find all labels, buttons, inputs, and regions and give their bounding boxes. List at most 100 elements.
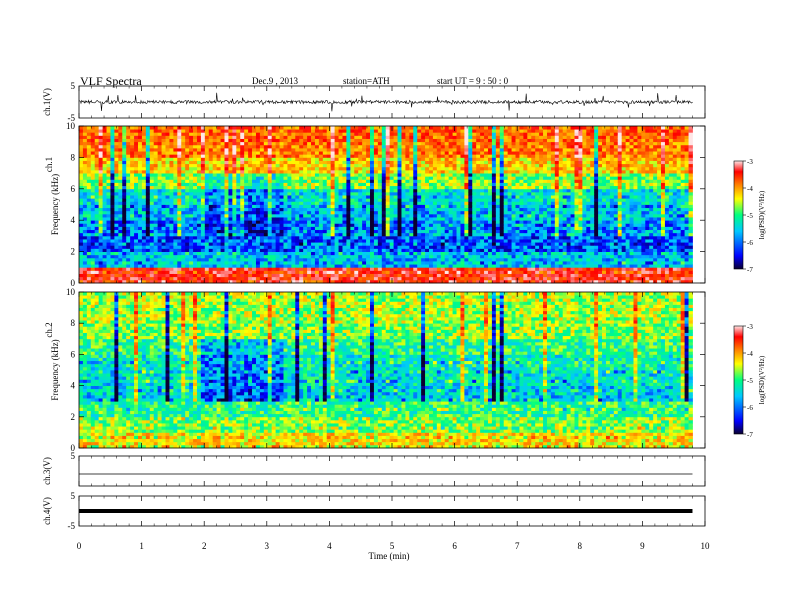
spectrogram-cell	[90, 207, 96, 212]
spectrogram-cell	[271, 160, 277, 165]
spectrogram-cell	[432, 229, 438, 234]
spectrogram-cell	[82, 279, 88, 284]
spectrogram-cell	[460, 229, 465, 234]
spectrogram-cell	[122, 251, 127, 256]
spectrogram-cell	[252, 157, 257, 161]
spectrogram-cell	[393, 242, 398, 246]
spectrogram-cell	[279, 276, 284, 281]
spectrogram-cell	[196, 185, 202, 190]
spectrogram-cell	[452, 207, 457, 212]
spectrogram-cell	[228, 235, 233, 240]
spectrogram-cell	[307, 210, 312, 215]
spectrogram-cell	[263, 154, 269, 158]
spectrogram-cell	[145, 242, 151, 246]
spectrogram-cell	[287, 154, 292, 158]
spectrogram-cell	[94, 179, 100, 183]
spectrogram-cell	[381, 239, 387, 243]
spectrogram-cell	[295, 276, 300, 281]
spectrogram-cell	[244, 245, 249, 249]
spectrogram-cell	[464, 235, 469, 240]
spectrogram-cell	[208, 226, 214, 231]
spectrogram-cell	[149, 176, 155, 180]
spectrogram-cell	[448, 144, 453, 149]
spectrogram-cell	[311, 188, 316, 193]
spectrogram-cell	[307, 176, 312, 180]
spectrogram-cell	[165, 232, 170, 237]
spectrogram-cell	[401, 267, 406, 271]
spectrogram-cell	[110, 226, 115, 231]
spectrogram-cell	[326, 138, 332, 143]
spectrogram-cell	[456, 195, 461, 199]
spectrogram-cell	[177, 279, 182, 284]
spectrogram-cell	[114, 207, 119, 212]
spectrogram-cell	[346, 276, 351, 281]
spectrogram-cell	[444, 147, 450, 152]
spectrogram-cell	[385, 232, 391, 237]
spectrogram-cell	[189, 232, 194, 237]
spectrogram-cell	[216, 207, 221, 212]
spectrogram-cell	[432, 257, 438, 262]
spectrogram-cell	[401, 204, 406, 209]
spectrogram-cell	[417, 147, 422, 152]
spectrogram-cell	[295, 201, 300, 205]
spectrogram-cell	[130, 232, 135, 237]
spectrogram-cell	[228, 185, 233, 190]
spectrogram-cell	[346, 245, 351, 249]
spectrogram-cell	[373, 223, 379, 227]
spectrogram-cell	[362, 195, 367, 199]
spectrogram-cell	[393, 135, 398, 139]
spectrogram-cell	[208, 176, 214, 180]
spectrogram-cell	[94, 157, 100, 161]
spectrogram-cell	[102, 179, 107, 183]
spectrogram-cell	[263, 251, 269, 256]
spectrogram-cell	[299, 182, 304, 187]
spectrogram-cell	[220, 191, 225, 196]
spectrogram-cell	[169, 169, 174, 174]
spectrogram-cell	[299, 248, 304, 252]
spectrogram-cell	[436, 279, 442, 284]
spectrogram-cell	[193, 242, 198, 246]
spectrogram-cell	[114, 138, 119, 143]
spectrogram-cell	[381, 251, 387, 256]
spectrogram-cell	[224, 217, 229, 221]
spectrogram-cell	[248, 254, 253, 259]
spectrogram-cell	[338, 179, 343, 183]
spectrogram-cell	[122, 267, 127, 271]
spectrogram-cell	[283, 144, 288, 149]
spectrogram-cell	[267, 154, 273, 158]
spectrogram-cell	[401, 151, 406, 155]
spectrogram-cell	[263, 245, 269, 249]
spectrogram-cell	[130, 195, 135, 199]
spectrogram-cell	[444, 251, 450, 256]
spectrogram-cell	[79, 239, 84, 243]
spectrogram-cell	[263, 138, 269, 143]
spectrogram-cell	[409, 195, 414, 199]
spectrogram-cell	[448, 279, 453, 284]
spectrogram-cell	[452, 235, 457, 240]
spectrogram-cell	[275, 204, 280, 209]
spectrogram-cell	[271, 267, 277, 271]
spectrogram-cell	[228, 182, 233, 187]
spectrogram-cell	[389, 179, 394, 183]
spectrogram-cell	[362, 270, 367, 274]
spectrogram-cell	[318, 223, 324, 227]
spectrogram-cell	[279, 232, 284, 237]
spectrogram-cell	[425, 173, 430, 177]
spectrogram-cell	[200, 173, 206, 177]
spectrogram-cell	[114, 182, 119, 187]
spectrogram-cell	[130, 144, 135, 149]
spectrogram-cell	[303, 173, 308, 177]
spectrogram-cell	[90, 254, 96, 259]
spectrogram-cell	[440, 163, 446, 168]
spectrogram-cell	[94, 213, 100, 218]
spectrogram-cell	[149, 204, 155, 209]
spectrogram-cell	[389, 251, 394, 256]
spectrogram-cell	[346, 166, 351, 171]
spectrogram-cell	[413, 157, 418, 161]
spectrogram-cell	[464, 257, 469, 262]
spectrogram-cell	[421, 207, 426, 212]
spectrogram-cell	[220, 163, 225, 168]
spectrogram-cell	[436, 232, 442, 237]
spectrogram-cell	[236, 210, 241, 215]
spectrogram-cell	[295, 245, 300, 249]
